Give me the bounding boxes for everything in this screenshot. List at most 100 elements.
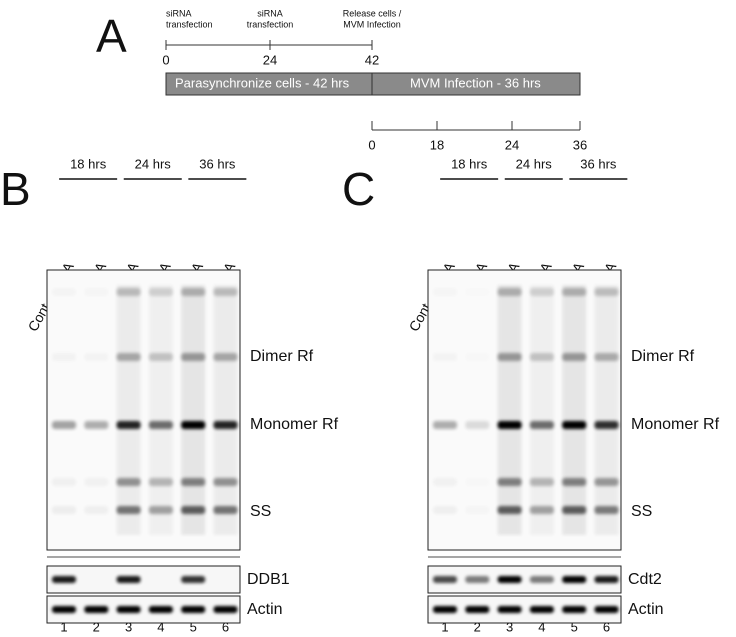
band — [594, 288, 619, 296]
panel-letter: B — [0, 163, 31, 215]
panel-a: A Parasynchronize cells - 42 hrs MVM Inf… — [96, 8, 587, 152]
lane-number: 2 — [93, 619, 100, 634]
band — [52, 606, 76, 613]
band — [465, 478, 489, 486]
timepoint-label: 18 hrs — [70, 156, 107, 171]
blot-label: DDB1 — [247, 571, 290, 588]
time-label: 18 — [430, 137, 444, 152]
event-label: Release cells / — [343, 8, 402, 18]
lane-number: 5 — [190, 619, 197, 634]
band — [465, 576, 490, 583]
band-label: SS — [631, 503, 652, 520]
band — [529, 506, 554, 514]
band-label: Monomer Rf — [631, 416, 720, 433]
band — [84, 353, 108, 361]
lane-number: 1 — [60, 619, 67, 634]
band — [529, 353, 554, 361]
lane-number: 6 — [222, 619, 229, 634]
band — [562, 506, 587, 514]
lane-number: 3 — [125, 619, 132, 634]
band — [52, 506, 76, 514]
band — [465, 353, 489, 361]
event-label: transfection — [166, 19, 213, 29]
time-label: 42 — [365, 52, 379, 67]
band — [433, 506, 457, 514]
time-label: 24 — [263, 52, 277, 67]
band — [84, 421, 109, 429]
band — [116, 506, 141, 514]
smear — [213, 285, 238, 535]
lane-number: 4 — [538, 619, 545, 634]
band — [116, 421, 141, 429]
band — [213, 478, 238, 486]
time-label: 24 — [505, 137, 519, 152]
band — [529, 576, 554, 583]
time-label: 36 — [573, 137, 587, 152]
smear — [116, 285, 141, 535]
blot-label: Cdt2 — [628, 571, 662, 588]
band — [562, 421, 587, 429]
band — [497, 478, 522, 486]
phase-bar — [371, 72, 581, 96]
band — [116, 606, 141, 613]
blot-label: Actin — [628, 601, 664, 618]
event-label: MVM Infection — [343, 19, 401, 29]
band — [594, 606, 619, 613]
band-label: Dimer Rf — [250, 348, 314, 365]
band — [594, 506, 619, 514]
timepoint-label: 24 hrs — [516, 156, 553, 171]
band — [213, 421, 238, 429]
band — [433, 288, 457, 296]
band — [148, 288, 173, 296]
band-label: Monomer Rf — [250, 416, 339, 433]
smear — [148, 285, 173, 535]
band — [148, 506, 173, 514]
band — [497, 421, 522, 429]
smear — [529, 285, 554, 535]
band — [562, 606, 587, 613]
band — [181, 478, 206, 486]
band — [181, 421, 206, 429]
smear — [594, 285, 619, 535]
event-label: siRNA — [166, 8, 192, 18]
band — [181, 576, 206, 583]
band — [497, 506, 522, 514]
band — [562, 478, 587, 486]
lane-number: 5 — [571, 619, 578, 634]
band — [116, 478, 141, 486]
band — [213, 606, 238, 613]
panel-letter: C — [342, 163, 375, 215]
band — [465, 288, 489, 296]
lane-number: 6 — [603, 619, 610, 634]
band — [148, 421, 173, 429]
timepoint-label: 18 hrs — [451, 156, 488, 171]
band — [433, 478, 457, 486]
phase-label: MVM Infection - 36 hrs — [410, 75, 541, 90]
lane-number: 2 — [474, 619, 481, 634]
band — [529, 288, 554, 296]
band — [52, 478, 76, 486]
southern-blot — [427, 269, 622, 551]
band — [181, 506, 206, 514]
band — [562, 576, 587, 583]
band — [181, 606, 206, 613]
band — [213, 288, 238, 296]
event-label: transfection — [247, 19, 294, 29]
panel-letter: A — [96, 10, 127, 62]
smear — [562, 285, 587, 535]
band — [465, 606, 490, 613]
smear — [497, 285, 522, 535]
band — [116, 288, 141, 296]
band — [52, 576, 76, 583]
band — [529, 606, 554, 613]
band — [148, 478, 173, 486]
western-blot — [427, 565, 622, 594]
band — [52, 288, 76, 296]
western-blot — [427, 595, 622, 624]
time-label: 0 — [368, 137, 375, 152]
western-blot — [46, 565, 241, 594]
phase-label: Parasynchronize cells - 42 hrs — [175, 75, 350, 90]
band — [84, 478, 108, 486]
